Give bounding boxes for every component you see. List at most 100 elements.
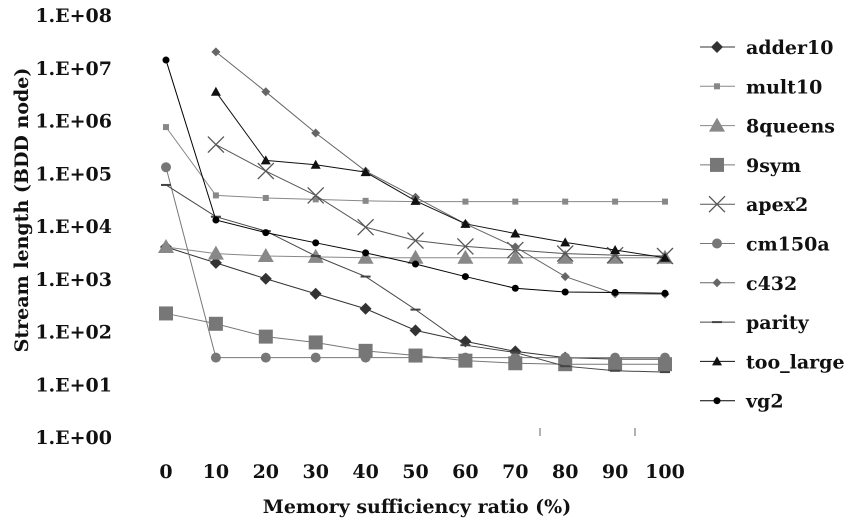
data-point	[510, 352, 521, 363]
y-tick-label: 1.E+07	[35, 58, 112, 80]
data-point	[610, 245, 621, 255]
data-point	[360, 352, 371, 363]
legend-label: c432	[746, 273, 797, 295]
data-point	[212, 192, 219, 199]
series-8queens	[158, 238, 673, 264]
data-point	[360, 167, 371, 177]
data-point	[610, 352, 621, 363]
data-point	[561, 288, 569, 296]
legend-marker	[713, 397, 721, 405]
data-point	[307, 186, 325, 204]
data-point	[560, 272, 570, 282]
y-tick-label: 1.E+02	[35, 322, 112, 344]
data-point	[362, 249, 370, 257]
data-point	[460, 352, 471, 363]
data-point	[407, 249, 424, 264]
x-tick-label: 70	[502, 461, 528, 483]
y-tick-label: 1.E+08	[35, 5, 112, 27]
data-point	[262, 194, 269, 201]
legend-label: mult10	[746, 76, 822, 98]
data-point	[162, 56, 170, 64]
legend-marker	[710, 157, 724, 172]
data-point	[560, 352, 571, 363]
series-vg2	[162, 56, 669, 297]
data-point	[309, 287, 322, 300]
data-point	[260, 352, 271, 363]
legend-marker	[708, 195, 726, 213]
data-point	[660, 252, 670, 262]
legend-label: cm150a	[746, 234, 830, 256]
data-point	[410, 195, 421, 205]
series-too_large	[210, 86, 670, 262]
data-point	[261, 87, 271, 97]
data-point	[557, 249, 574, 264]
series-line	[215, 144, 666, 257]
legend: adder10 mult10 8queens 9sym apex2 cm150a c432 p…	[700, 37, 845, 413]
legend-label: adder10	[746, 37, 833, 59]
data-point	[507, 249, 524, 264]
data-point	[259, 272, 272, 285]
legend-label: 8queens	[746, 116, 835, 138]
data-point	[661, 289, 669, 297]
data-point	[357, 249, 374, 264]
data-point	[556, 245, 574, 263]
data-point	[262, 229, 270, 237]
legend-marker	[712, 238, 722, 249]
y-tick-label: 1.E+04	[35, 216, 112, 238]
data-point	[210, 352, 221, 363]
data-point	[212, 216, 220, 224]
data-point	[207, 136, 225, 154]
series-mult10	[163, 124, 668, 205]
data-point	[257, 162, 275, 180]
series-layer	[158, 47, 674, 374]
y-tick-label: 1.E+01	[35, 374, 112, 396]
data-point	[209, 256, 222, 269]
data-point	[158, 238, 174, 253]
data-point	[512, 198, 519, 205]
x-tick-label: 100	[645, 461, 685, 483]
data-point	[612, 198, 619, 205]
y-axis-title: Stream length (BDD node)	[11, 68, 33, 353]
data-point	[207, 245, 224, 260]
x-tick-label: 50	[402, 461, 428, 483]
legend-marker	[711, 41, 723, 53]
data-point	[662, 198, 668, 205]
series-line	[215, 91, 666, 259]
series-parity	[161, 183, 670, 374]
legend-label: 9sym	[746, 155, 801, 177]
legend-marker	[712, 356, 722, 366]
legend-item: vg2	[700, 391, 784, 413]
data-point	[163, 124, 169, 131]
y-tick-labels: 1.E+00 1.E+01 1.E+02 1.E+03 1.E+04 1.E+05 1.E+…	[35, 5, 112, 449]
y-tick-label: 1.E+06	[35, 111, 112, 133]
x-tick-label: 90	[602, 461, 628, 483]
data-point	[362, 197, 369, 204]
data-point	[562, 198, 569, 205]
data-point	[161, 162, 171, 173]
data-point	[461, 273, 469, 281]
legend-item: cm150a	[700, 234, 830, 256]
legend-item: too_large	[700, 351, 845, 373]
legend-label: parity	[746, 312, 810, 334]
x-tick-label: 30	[302, 461, 328, 483]
data-point	[310, 159, 321, 169]
data-point	[211, 47, 221, 57]
data-point	[310, 352, 321, 363]
data-point	[457, 249, 474, 264]
x-tick-label: 20	[253, 461, 279, 483]
data-point	[257, 247, 274, 262]
data-point	[410, 352, 421, 363]
data-point	[308, 335, 323, 350]
data-point	[607, 249, 624, 264]
data-point	[208, 316, 223, 331]
data-point	[210, 86, 221, 96]
data-point	[606, 246, 624, 264]
data-point	[359, 302, 372, 315]
legend-marker	[714, 83, 720, 90]
data-point	[159, 306, 173, 321]
series-line	[215, 51, 666, 295]
data-point	[511, 284, 519, 292]
legend-item: 8queens	[700, 116, 835, 138]
legend-label: vg2	[745, 391, 784, 413]
